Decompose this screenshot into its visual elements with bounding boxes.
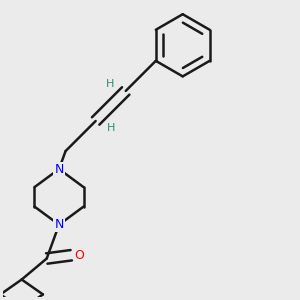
Text: O: O xyxy=(74,249,84,262)
Text: N: N xyxy=(54,218,64,231)
Text: H: H xyxy=(106,79,114,89)
Text: N: N xyxy=(54,163,64,176)
Text: H: H xyxy=(107,123,116,133)
